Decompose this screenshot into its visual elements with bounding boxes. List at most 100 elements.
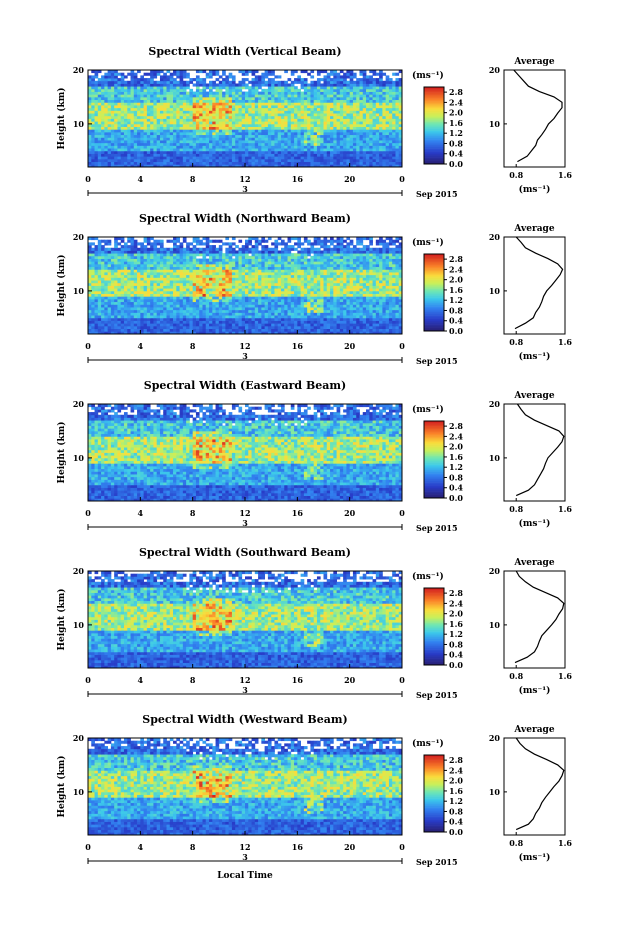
colorbar-tick-label: 0.0 xyxy=(449,159,463,169)
colorbar-frame xyxy=(423,253,445,332)
colorbar-tick-label: 0.4 xyxy=(449,483,463,493)
y-tick-label: 20 xyxy=(73,399,85,409)
colorbar-tick-label: 2.4 xyxy=(449,765,463,775)
colorbar-tick-label: 0.0 xyxy=(449,493,463,503)
heatmap-image xyxy=(88,571,403,669)
colorbar-tick-label: 0.8 xyxy=(449,639,463,649)
average-y-tick-label: 10 xyxy=(489,286,501,296)
average-frame xyxy=(503,403,566,502)
panel-title: Spectral Width (Vertical Beam) xyxy=(148,45,341,58)
colorbar-tick-label: 1.2 xyxy=(449,128,463,138)
average-frame xyxy=(503,69,566,168)
colorbar-tick-label: 2.0 xyxy=(449,442,463,452)
colorbar-tick-label: 2.4 xyxy=(449,264,463,274)
panel-3: Spectral Width (Eastward Beam) 10 20 Height… xyxy=(56,379,572,533)
x-tick-label: 8 xyxy=(190,508,196,518)
x-tick-label: 20 xyxy=(344,341,356,351)
colorbar xyxy=(424,254,444,332)
average-x-label: (ms⁻¹) xyxy=(519,685,551,696)
x-tick-label: 0 xyxy=(85,675,91,685)
x-tick-label: 8 xyxy=(190,174,196,184)
average-x-tick-label: 1.6 xyxy=(558,504,572,514)
colorbar xyxy=(424,755,444,833)
average-y-tick-label: 20 xyxy=(489,232,501,242)
average-x-tick-label: 1.6 xyxy=(558,671,572,681)
average-title: Average xyxy=(513,57,554,67)
panel-5: Spectral Width (Westward Beam) 10 20 Height… xyxy=(56,713,572,867)
x-tick-label: 8 xyxy=(190,341,196,351)
colorbar-unit: (ms⁻¹) xyxy=(412,571,444,582)
average-x-tick-label: 0.8 xyxy=(509,337,523,347)
average-title: Average xyxy=(513,224,554,234)
date-day-label: 3 xyxy=(242,852,248,862)
colorbar-frame xyxy=(423,86,445,165)
x-tick-label: 16 xyxy=(292,174,304,184)
colorbar-tick-label: 2.8 xyxy=(449,87,463,97)
average-y-tick-label: 20 xyxy=(489,566,501,576)
x-tick-label: 20 xyxy=(344,174,356,184)
average-x-tick-label: 0.8 xyxy=(509,671,523,681)
x-tick-label: 0 xyxy=(85,508,91,518)
colorbar-unit: (ms⁻¹) xyxy=(412,404,444,415)
average-frame xyxy=(503,737,566,836)
colorbar-tick-label: 2.4 xyxy=(449,431,463,441)
average-x-label: (ms⁻¹) xyxy=(519,852,551,863)
x-tick-label: 4 xyxy=(138,508,144,518)
date-day-label: 3 xyxy=(242,351,248,361)
panel-2: Spectral Width (Northward Beam) 10 20 Heigh… xyxy=(56,212,572,366)
y-axis-label: Height (km) xyxy=(56,87,67,149)
colorbar-tick-label: 2.0 xyxy=(449,275,463,285)
panel-title: Spectral Width (Westward Beam) xyxy=(142,713,347,726)
x-tick-label: 4 xyxy=(138,675,144,685)
y-tick-label: 20 xyxy=(73,65,85,75)
colorbar-tick-label: 0.8 xyxy=(449,806,463,816)
average-x-tick-label: 1.6 xyxy=(558,337,572,347)
date-day-label: 3 xyxy=(242,685,248,695)
x-tick-label: 0 xyxy=(399,341,405,351)
colorbar-tick-label: 1.6 xyxy=(449,786,463,796)
average-x-label: (ms⁻¹) xyxy=(519,518,551,529)
average-title: Average xyxy=(513,391,554,401)
colorbar-tick-label: 1.2 xyxy=(449,462,463,472)
colorbar xyxy=(424,87,444,165)
average-x-label: (ms⁻¹) xyxy=(519,351,551,362)
colorbar-tick-label: 0.0 xyxy=(449,827,463,837)
date-month-label: Sep 2015 xyxy=(416,356,458,366)
colorbar-tick-label: 1.6 xyxy=(449,619,463,629)
x-tick-label: 16 xyxy=(292,842,304,852)
x-tick-label: 16 xyxy=(292,508,304,518)
colorbar-tick-label: 2.0 xyxy=(449,776,463,786)
colorbar-unit: (ms⁻¹) xyxy=(412,237,444,248)
x-tick-label: 0 xyxy=(399,675,405,685)
y-tick-label: 10 xyxy=(73,286,85,296)
colorbar-frame xyxy=(423,420,445,499)
panel-4: Spectral Width (Southward Beam) 10 20 Heigh… xyxy=(56,546,572,700)
colorbar-tick-label: 0.4 xyxy=(449,650,463,660)
x-tick-label: 12 xyxy=(239,174,250,184)
panel-title: Spectral Width (Southward Beam) xyxy=(139,546,351,559)
y-axis-label: Height (km) xyxy=(56,755,67,817)
colorbar xyxy=(424,421,444,499)
y-axis-label: Height (km) xyxy=(56,421,67,483)
average-y-tick-label: 20 xyxy=(489,733,501,743)
x-tick-label: 0 xyxy=(85,842,91,852)
x-tick-label: 4 xyxy=(138,842,144,852)
colorbar-tick-label: 0.4 xyxy=(449,149,463,159)
colorbar-tick-label: 2.8 xyxy=(449,254,463,264)
x-tick-label: 12 xyxy=(239,842,250,852)
average-x-tick-label: 0.8 xyxy=(509,838,523,848)
colorbar-frame xyxy=(423,754,445,833)
colorbar-tick-label: 2.8 xyxy=(449,421,463,431)
x-tick-label: 0 xyxy=(85,174,91,184)
x-tick-label: 0 xyxy=(399,842,405,852)
colorbar-tick-label: 2.8 xyxy=(449,588,463,598)
colorbar-tick-label: 1.2 xyxy=(449,629,463,639)
colorbar-tick-label: 1.2 xyxy=(449,796,463,806)
average-profile-line xyxy=(514,570,565,664)
date-month-label: Sep 2015 xyxy=(416,189,458,199)
date-month-label: Sep 2015 xyxy=(416,857,458,867)
colorbar-frame xyxy=(423,587,445,666)
colorbar-tick-label: 2.0 xyxy=(449,609,463,619)
colorbar-tick-label: 1.6 xyxy=(449,285,463,295)
